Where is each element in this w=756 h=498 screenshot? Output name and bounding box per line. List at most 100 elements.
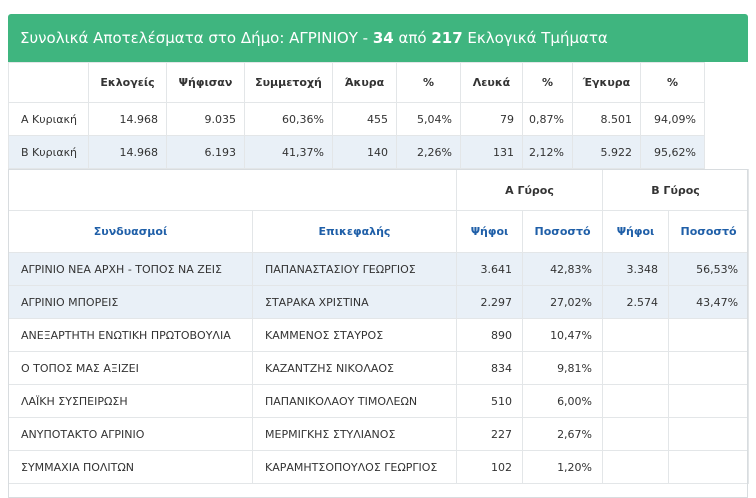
- col-valid: Έγκυρα: [572, 62, 641, 103]
- cell-invalid-pct: 5,04%: [396, 102, 461, 136]
- col-pct-a: Ποσοστό: [521, 210, 604, 253]
- leader-name: ΚΑΜΜΕΝΟΣ ΣΤΑΥΡΟΣ: [252, 318, 457, 352]
- col-blank: Λευκά: [460, 62, 523, 103]
- pct-b: [668, 384, 750, 418]
- leader-name: ΣΤΑΡΑΚΑ ΧΡΙΣΤΙΝΑ: [252, 285, 457, 319]
- leader-name: ΜΕΡΜΙΓΚΗΣ ΣΤΥΛΙΑΝΟΣ: [252, 417, 457, 451]
- col-voters: Εκλογείς: [88, 62, 167, 103]
- col-invalid-pct: %: [396, 62, 461, 103]
- cell-blank-pct: 2,12%: [522, 135, 573, 169]
- party-name: ΑΝΥΠΟΤΑΚΤΟ ΑΓΡΙΝΙΟ: [8, 417, 253, 451]
- table-row: ΑΓΡΙΝΙΟ ΝΕΑ ΑΡΧΗ - ΤΟΠΟΣ ΝΑ ΖΕΙΣ ΠΑΠΑΝΑΣ…: [8, 252, 750, 286]
- votes-a: 890: [456, 318, 523, 352]
- leader-name: ΚΑΖΑΝΤΖΗΣ ΝΙΚΟΛΑΟΣ: [252, 351, 457, 385]
- turnout-summary-table: Εκλογείς Ψήφισαν Συμμετοχή Άκυρα % Λευκά…: [8, 62, 705, 169]
- pct-b: [668, 318, 750, 352]
- cell-turnout: 60,36%: [244, 102, 333, 136]
- party-name: ΣΥΜΜΑΧΙΑ ΠΟΛΙΤΩΝ: [8, 450, 253, 484]
- col-leader: Επικεφαλής: [252, 210, 457, 253]
- pct-b: 43,47%: [668, 285, 750, 319]
- cell-voted: 9.035: [166, 102, 245, 136]
- table-row: ΑΝΕΞΑΡΤΗΤΗ ΕΝΩΤΙΚΗ ΠΡΩΤΟΒΟΥΛΙΑ ΚΑΜΜΕΝΟΣ …: [8, 318, 750, 352]
- party-name: ΑΓΡΙΝΙΟ ΜΠΟΡΕΙΣ: [8, 285, 253, 319]
- votes-b: [602, 318, 670, 352]
- pct-a: 2,67%: [521, 417, 604, 451]
- leader-name: ΠΑΠΑΝΑΣΤΑΣΙΟΥ ΓΕΩΡΓΙΟΣ: [252, 252, 457, 286]
- results-panel: Συνολικά Αποτελέσματα στο Δήμο: ΑΓΡΙΝΙΟΥ…: [8, 14, 750, 498]
- col-voted: Ψήφισαν: [166, 62, 245, 103]
- cell-invalid: 140: [332, 135, 397, 169]
- table-row: ΛΑΪΚΗ ΣΥΣΠΕΙΡΩΣΗ ΠΑΠΑΝΙΚΟΛΑΟΥ ΤΙΜΟΛΕΩΝ 5…: [8, 384, 750, 418]
- pct-a: 42,83%: [521, 252, 604, 286]
- leader-name: ΠΑΠΑΝΙΚΟΛΑΟΥ ΤΙΜΟΛΕΩΝ: [252, 384, 457, 418]
- cell-valid-pct: 94,09%: [640, 102, 705, 136]
- results-column-header-row: Συνδυασμοί Επικεφαλής Ψήφοι Ποσοστό Ψήφο…: [8, 210, 750, 253]
- cell-valid: 8.501: [572, 102, 641, 136]
- pct-a: 1,20%: [521, 450, 604, 484]
- pct-b: [668, 417, 750, 451]
- pct-a: 6,00%: [521, 384, 604, 418]
- votes-a: 2.297: [456, 285, 523, 319]
- candidates-results-table: Α Γύρος Β Γύρος Συνδυασμοί Επικεφαλής Ψή…: [8, 169, 750, 484]
- col-valid-pct: %: [640, 62, 705, 103]
- party-name: ΑΓΡΙΝΙΟ ΝΕΑ ΑΡΧΗ - ΤΟΠΟΣ ΝΑ ΖΕΙΣ: [8, 252, 253, 286]
- round-header-spacer: [8, 169, 253, 211]
- round-b-header: Β Γύρος: [602, 169, 750, 211]
- col-pct-b: Ποσοστό: [668, 210, 750, 253]
- votes-a: 510: [456, 384, 523, 418]
- pct-b: 56,53%: [668, 252, 750, 286]
- cell-voters: 14.968: [88, 135, 167, 169]
- title-prefix: Συνολικά Αποτελέσματα στο Δήμο: ΑΓΡΙΝΙΟΥ…: [20, 29, 373, 47]
- title-suffix: Εκλογικά Τμήματα: [462, 29, 608, 47]
- summary-corner: [8, 62, 89, 103]
- votes-a: 834: [456, 351, 523, 385]
- summary-header-row: Εκλογείς Ψήφισαν Συμμετοχή Άκυρα % Λευκά…: [8, 62, 705, 103]
- table-row: ΑΝΥΠΟΤΑΚΤΟ ΑΓΡΙΝΙΟ ΜΕΡΜΙΓΚΗΣ ΣΤΥΛΙΑΝΟΣ 2…: [8, 417, 750, 451]
- cell-invalid: 455: [332, 102, 397, 136]
- cell-blank: 79: [460, 102, 523, 136]
- pct-a: 9,81%: [521, 351, 604, 385]
- cell-blank-pct: 0,87%: [522, 102, 573, 136]
- cell-blank: 131: [460, 135, 523, 169]
- leader-name: ΚΑΡΑΜΗΤΣΟΠΟΥΛΟΣ ΓΕΩΡΓΙΟΣ: [252, 450, 457, 484]
- party-name: Ο ΤΟΠΟΣ ΜΑΣ ΑΞΙΖΕΙ: [8, 351, 253, 385]
- cell-valid: 5.922: [572, 135, 641, 169]
- votes-b: 3.348: [602, 252, 670, 286]
- title-middle: από: [393, 29, 432, 47]
- round-a-header: Α Γύρος: [455, 169, 604, 211]
- party-name: ΛΑΪΚΗ ΣΥΣΠΕΙΡΩΣΗ: [8, 384, 253, 418]
- table-row: ΑΓΡΙΝΙΟ ΜΠΟΡΕΙΣ ΣΤΑΡΑΚΑ ΧΡΙΣΤΙΝΑ 2.297 2…: [8, 285, 750, 319]
- cell-voters: 14.968: [88, 102, 167, 136]
- table-row: ΣΥΜΜΑΧΙΑ ΠΟΛΙΤΩΝ ΚΑΡΑΜΗΤΣΟΠΟΥΛΟΣ ΓΕΩΡΓΙΟ…: [8, 450, 750, 484]
- pct-a: 27,02%: [521, 285, 604, 319]
- votes-a: 102: [456, 450, 523, 484]
- summary-row-second-sunday: Β Κυριακή 14.968 6.193 41,37% 140 2,26% …: [8, 135, 705, 169]
- col-votes-b: Ψήφοι: [602, 210, 670, 253]
- row-label: Α Κυριακή: [8, 102, 89, 136]
- cell-voted: 6.193: [166, 135, 245, 169]
- round-header-row: Α Γύρος Β Γύρος: [8, 169, 750, 211]
- pct-b: [668, 450, 750, 484]
- summary-row-first-sunday: Α Κυριακή 14.968 9.035 60,36% 455 5,04% …: [8, 102, 705, 136]
- votes-b: [602, 417, 670, 451]
- votes-b: [602, 384, 670, 418]
- page-title: Συνολικά Αποτελέσματα στο Δήμο: ΑΓΡΙΝΙΟΥ…: [8, 14, 748, 62]
- row-label: Β Κυριακή: [8, 135, 89, 169]
- round-header-spacer: [252, 169, 457, 211]
- pct-a: 10,47%: [521, 318, 604, 352]
- col-invalid: Άκυρα: [332, 62, 397, 103]
- pct-b: [668, 351, 750, 385]
- votes-b: [602, 450, 670, 484]
- col-blank-pct: %: [522, 62, 573, 103]
- votes-b: 2.574: [602, 285, 670, 319]
- counted-sections: 34: [372, 29, 394, 47]
- cell-invalid-pct: 2,26%: [396, 135, 461, 169]
- votes-a: 227: [456, 417, 523, 451]
- votes-a: 3.641: [456, 252, 523, 286]
- col-turnout: Συμμετοχή: [244, 62, 333, 103]
- col-votes-a: Ψήφοι: [456, 210, 523, 253]
- cell-valid-pct: 95,62%: [640, 135, 705, 169]
- party-name: ΑΝΕΞΑΡΤΗΤΗ ΕΝΩΤΙΚΗ ΠΡΩΤΟΒΟΥΛΙΑ: [8, 318, 253, 352]
- cell-turnout: 41,37%: [244, 135, 333, 169]
- table-row: Ο ΤΟΠΟΣ ΜΑΣ ΑΞΙΖΕΙ ΚΑΖΑΝΤΖΗΣ ΝΙΚΟΛΑΟΣ 83…: [8, 351, 750, 385]
